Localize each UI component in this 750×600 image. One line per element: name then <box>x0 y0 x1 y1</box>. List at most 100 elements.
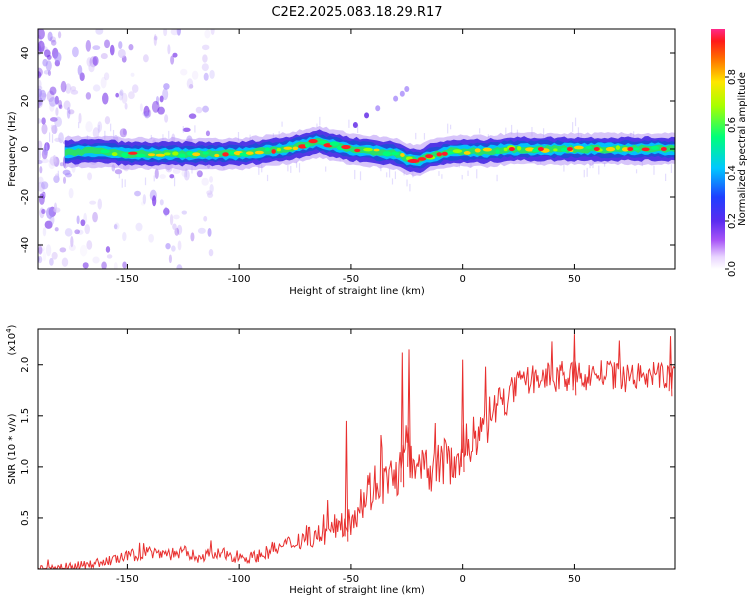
spectrogram-noise-blob <box>128 44 134 51</box>
spectrogram-diagonal-feature <box>375 105 381 112</box>
spectrogram-noise-blob <box>164 114 169 123</box>
spectrogram-streak <box>479 128 481 134</box>
snr-scale-exponent: 4 <box>5 328 13 333</box>
spectrogram-noise-blob <box>144 111 151 119</box>
y-tick-label: -20 <box>20 189 31 205</box>
spectrogram-noise-blob <box>92 211 98 223</box>
spectrogram-hotspot <box>641 147 650 152</box>
spectrogram-hotspot <box>585 145 593 149</box>
spectrogram-hotspot <box>121 152 129 158</box>
spectrogram-noise-blob <box>58 104 63 110</box>
spectrogram-noise-blob <box>130 72 135 77</box>
spectrogram-noise-blob <box>39 89 47 102</box>
spectrogram-noise-blob <box>54 173 60 180</box>
figure-title: C2E2.2025.083.18.29.R17 <box>271 5 442 20</box>
spectrogram-noise-blob <box>197 227 206 234</box>
spectrogram-noise-blob <box>124 102 128 110</box>
snr-spike <box>460 359 465 472</box>
spectrogram-hotspot <box>615 145 621 150</box>
spectrogram-noise-blob <box>162 88 169 101</box>
spectrogram-noise-blob <box>38 79 42 90</box>
spectrogram-noise-blob <box>41 158 49 164</box>
spectrogram-noise-blob <box>163 207 170 216</box>
spectrogram-streak <box>168 130 170 140</box>
spectrogram-noise-blob <box>84 224 91 235</box>
colorbar-label: Normalized spectral amplitude <box>737 72 748 226</box>
x-tick-label: -100 <box>228 574 251 585</box>
spectrogram-noise-blob <box>113 261 118 269</box>
colorbar: 0.0 0.2 0.4 0.6 0.8 Normalized spectral ampl… <box>711 29 748 277</box>
spectrogram-noise-blob <box>159 95 164 103</box>
spectrogram-hotspot <box>341 145 351 150</box>
spectrogram-streak <box>354 169 356 180</box>
spectrogram-streak <box>153 175 155 182</box>
snr-scale-base: (x10 <box>7 333 18 356</box>
x-tick-label: 50 <box>568 274 581 285</box>
spectrogram-noise-blob <box>103 72 110 81</box>
spectrogram-hotspot <box>202 151 209 155</box>
spectrogram-noise-blob <box>119 128 128 138</box>
spectrogram-streak <box>531 127 533 137</box>
snr-spike <box>344 420 349 542</box>
spectrogram-noise-blob <box>122 261 127 269</box>
spectrogram-noise-blob <box>165 242 171 250</box>
spectrogram-streak <box>394 171 396 180</box>
y-tick-label: -40 <box>20 237 31 253</box>
spectrogram-streak <box>441 174 443 179</box>
y-tick-label: 0.5 <box>20 510 31 526</box>
spectrogram-hotspot <box>482 147 492 152</box>
spectrogram-streak <box>467 170 469 176</box>
spectrogram-noise-blob <box>171 245 176 252</box>
spectrogram-noise-blob <box>45 244 52 257</box>
snr-spike <box>407 349 411 472</box>
spectrogram-streak <box>438 171 440 176</box>
colorbar-gradient <box>711 29 725 269</box>
spectrogram-hotspot <box>136 153 146 158</box>
spectrogram-noise-blob <box>42 227 47 237</box>
spectrogram-streak <box>670 164 673 173</box>
spectrogram-hotspot <box>192 152 201 157</box>
spectrogram-noise-blob <box>142 194 147 205</box>
spectrogram-streak <box>121 178 123 188</box>
colorbar-tick-label: 0.0 <box>727 261 738 277</box>
spectrogram-hotspot <box>147 153 156 157</box>
spectrogram-streak <box>112 129 115 139</box>
snr-y-axis-label: SNR (10 * v/v) <box>7 413 18 484</box>
spectrogram-noise-blob <box>49 257 54 266</box>
spectrogram-hotspot <box>516 146 522 151</box>
spectrogram-streak <box>359 171 362 181</box>
spectrogram-noise-blob <box>207 228 212 237</box>
spectrogram-noise-blob <box>119 89 124 96</box>
x-tick-label: 0 <box>459 274 465 285</box>
spectrogram-noise-blob <box>195 106 203 114</box>
spectrogram-streak <box>185 168 187 178</box>
spectrogram-noise-blob <box>80 219 86 227</box>
spectrogram-noise-blob <box>189 84 194 89</box>
y-tick-label: 1.5 <box>20 408 31 424</box>
spectrogram-noise-blob <box>68 109 75 115</box>
spectrogram-noise-blob <box>97 121 103 133</box>
spectrogram-streak <box>319 116 321 126</box>
spectrogram-streak <box>237 132 240 141</box>
spectrogram-streak <box>261 164 263 173</box>
spectrogram-noise-blob <box>58 99 63 109</box>
spectrogram-streak <box>449 124 452 130</box>
spectrogram-streak <box>266 174 269 182</box>
spectrogram-noise-blob <box>46 207 54 219</box>
spectrogram-streak <box>325 166 327 172</box>
spectrogram-noise-blob <box>113 224 118 230</box>
spectrogram-streak <box>574 117 577 127</box>
spectrogram-noise-blob <box>170 55 175 65</box>
spectrogram-streak <box>406 179 408 187</box>
spectrogram-streak <box>144 177 147 186</box>
spectrogram-noise-blob <box>155 95 160 105</box>
spectrogram-hotspot <box>271 149 276 154</box>
spectrogram-streak <box>51 134 54 143</box>
spectrogram-hotspot <box>128 151 138 155</box>
spectrogram-streak <box>635 169 638 174</box>
spectrogram-noise-blob <box>204 29 211 39</box>
spectrogram-diagonal-feature <box>404 86 410 92</box>
spectrogram-hotspot <box>245 151 254 155</box>
spectrogram-hotspot <box>172 151 179 156</box>
